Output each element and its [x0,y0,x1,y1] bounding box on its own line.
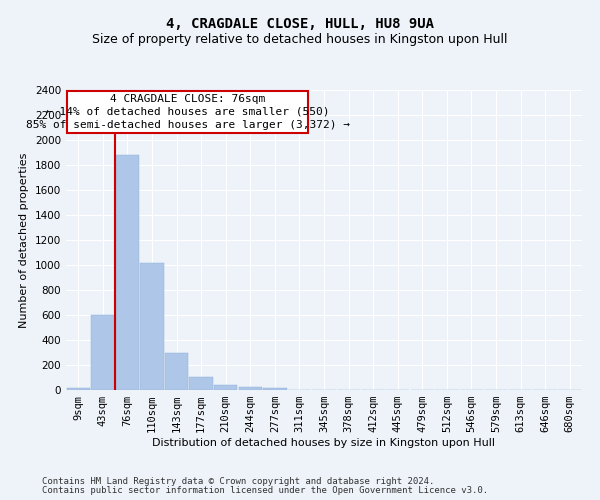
Bar [165,353,188,390]
Text: Contains public sector information licensed under the Open Government Licence v3: Contains public sector information licen… [42,486,488,495]
Bar [263,388,287,390]
FancyBboxPatch shape [67,90,308,133]
Bar [67,388,90,390]
Text: Size of property relative to detached houses in Kingston upon Hull: Size of property relative to detached ho… [92,32,508,46]
Bar [214,385,238,390]
Bar [91,315,115,390]
Y-axis label: Number of detached properties: Number of detached properties [19,152,29,328]
Text: Contains HM Land Registry data © Crown copyright and database right 2024.: Contains HM Land Registry data © Crown c… [42,477,434,486]
Bar [116,155,139,390]
Text: ← 14% of detached houses are smaller (550): ← 14% of detached houses are smaller (55… [46,107,329,117]
Text: 85% of semi-detached houses are larger (3,372) →: 85% of semi-detached houses are larger (… [26,120,350,130]
Text: 4 CRAGDALE CLOSE: 76sqm: 4 CRAGDALE CLOSE: 76sqm [110,94,265,104]
Bar [140,262,164,390]
Bar [190,376,213,390]
Text: 4, CRAGDALE CLOSE, HULL, HU8 9UA: 4, CRAGDALE CLOSE, HULL, HU8 9UA [166,18,434,32]
Bar [239,387,262,390]
X-axis label: Distribution of detached houses by size in Kingston upon Hull: Distribution of detached houses by size … [152,438,496,448]
